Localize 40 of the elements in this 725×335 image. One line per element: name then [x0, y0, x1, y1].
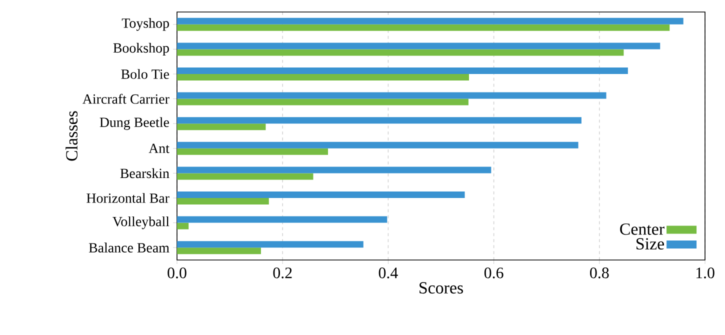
- x-axis-title: Scores: [420, 282, 463, 294]
- x-tick-label: 1.0: [696, 268, 714, 278]
- y-tick-label: Aircraft Carrier: [82, 94, 170, 104]
- bar: [177, 124, 266, 130]
- y-tick-label: Balance Beam: [88, 242, 170, 253]
- y-tick-label: Bookshop: [113, 42, 169, 56]
- x-tick-label: 0.4: [378, 268, 398, 278]
- bar: [177, 42, 660, 50]
- bar: [177, 148, 328, 155]
- bar: [177, 68, 628, 74]
- legend-label: Center: [620, 223, 664, 235]
- y-tick-label: Bearskin: [120, 168, 170, 178]
- bar: [177, 117, 582, 124]
- legend-label: Size: [636, 238, 664, 250]
- y-tick-label: Horizontal Bar: [86, 193, 170, 203]
- bar: [177, 74, 469, 80]
- x-tick-label: 0.6: [484, 268, 504, 278]
- y-tick-label: Bolo Tie: [121, 69, 170, 79]
- y-axis-title: Classes: [66, 111, 78, 161]
- y-tick-label: Toyshop: [122, 18, 169, 31]
- bar: [177, 24, 670, 31]
- bar: [177, 192, 465, 198]
- bar: [177, 142, 578, 148]
- bar: [177, 222, 189, 230]
- bar: [177, 18, 684, 24]
- x-tick-label: 0.8: [590, 268, 609, 278]
- y-tick-label: Volleyball: [112, 216, 170, 230]
- bar: [177, 198, 269, 204]
- bar: [177, 166, 492, 174]
- bar: [177, 98, 468, 106]
- bar: [177, 241, 364, 248]
- bar: [177, 49, 624, 56]
- x-tick-label: 0.0: [168, 268, 186, 278]
- bar: [177, 173, 314, 180]
- bar: [177, 216, 388, 223]
- y-tick-label: Dung Beetle: [100, 117, 169, 130]
- bar: [177, 92, 606, 99]
- x-tick-label: 0.2: [273, 268, 292, 278]
- y-tick-label: Ant: [148, 144, 170, 154]
- bar: [177, 248, 261, 254]
